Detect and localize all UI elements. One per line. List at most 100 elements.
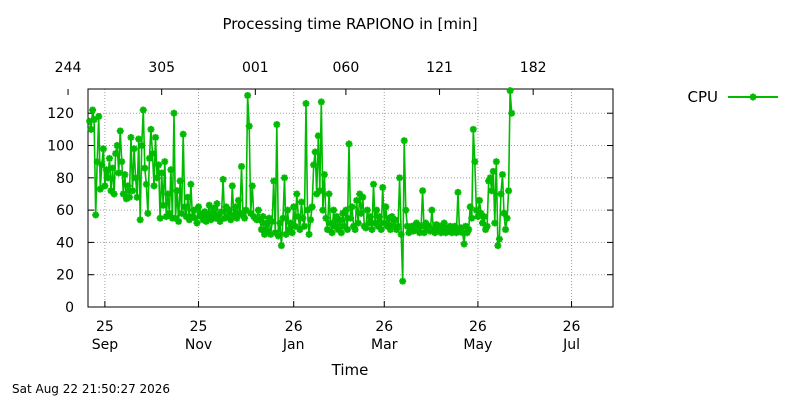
cpu-point [184,193,192,201]
x-tick-label-month: Nov [185,337,212,353]
cpu-point [142,180,150,188]
cpu-point [248,182,256,190]
cpu-point [256,216,264,224]
cpu-point [319,206,327,214]
cpu-point [92,211,100,219]
cpu-point [446,222,454,230]
x2-tick-label: 001 [242,60,269,76]
cpu-point [139,106,147,114]
cpu-point [310,161,318,169]
cpu-point [296,225,304,233]
x-tick-label-day: 25 [190,319,208,335]
cpu-point [327,219,335,227]
cpu-point [138,142,146,150]
cpu-point [359,193,367,201]
cpu-point [93,158,101,166]
cpu-point [449,225,457,233]
cpu-point [454,188,462,196]
cpu-point [423,225,431,233]
cpu-point [386,225,394,233]
cpu-point [167,166,175,174]
cpu-point [119,190,127,198]
cpu-point [213,200,221,208]
y-axis: 0 20 40 60 80 100 120 [47,106,613,316]
cpu-point [294,213,302,221]
cpu-point [242,206,250,214]
cpu-point [486,174,494,182]
cpu-point [165,209,173,217]
cpu-point [498,171,506,179]
cpu-point [323,225,331,233]
cpu-point [336,216,344,224]
cpu-point [408,222,416,230]
cpu-point [376,213,384,221]
cpu-point [178,209,186,217]
cpu-point [505,187,513,195]
cpu-point [304,206,312,214]
cpu-point [385,214,393,222]
cpu-point [125,193,133,201]
cpu-point [191,214,199,222]
cpu-point [316,187,324,195]
cpu-point [155,161,163,169]
cpu-point [419,187,427,195]
cpu-point [259,213,267,221]
cpu-point [363,206,371,214]
cpu-point [414,225,422,233]
cpu-point [216,217,224,225]
cpu-point [397,230,405,238]
cpu-point [365,219,373,227]
cpu-point [105,154,113,162]
y-tick-label: 40 [56,235,74,251]
cpu-point [224,213,232,221]
cpu-point [373,206,381,214]
cpu-point [271,229,279,237]
cpu-point [241,214,249,222]
cpu-point [479,219,487,227]
cpu-point [247,209,255,217]
series-cpu [86,87,516,285]
cpu-point [262,219,270,227]
cpu-point [230,211,238,219]
cpu-point [429,225,437,233]
cpu-point [466,203,474,211]
cpu-point [109,164,117,172]
x2-axis: 244 305 001 060 121 182 [55,60,547,95]
cpu-point [471,158,479,166]
cpu-point [302,100,310,108]
cpu-point [238,163,246,171]
cpu-point [334,225,342,233]
x-tick-label-day: 25 [96,319,114,335]
cpu-point [382,203,390,211]
cpu-point [340,222,348,230]
cpu-point [129,187,137,195]
x-tick-label-day: 26 [563,319,581,335]
cpu-point [173,187,181,195]
cpu-point [383,222,391,230]
cpu-point [391,216,399,224]
cpu-point [320,171,328,179]
cpu-point [405,229,413,237]
cpu-point [448,229,456,237]
cpu-point [87,125,95,133]
cpu-point [308,203,316,211]
cpu-point [156,214,164,222]
cpu-point [225,206,233,214]
cpu-point [152,133,160,141]
cpu-point [208,209,216,217]
cpu-point [462,222,470,230]
cpu-point [153,174,161,182]
cpu-point [314,132,322,140]
cpu-point [469,125,477,133]
y-tick-label: 100 [47,139,74,155]
cpu-point [442,229,450,237]
cpu-point [350,222,358,230]
cpu-point [205,201,213,209]
cpu-point [233,214,241,222]
cpu-point [227,216,235,224]
cpu-point [162,213,170,221]
cpu-point [228,182,236,190]
legend: CPU [688,88,778,106]
cpu-point [506,87,514,95]
